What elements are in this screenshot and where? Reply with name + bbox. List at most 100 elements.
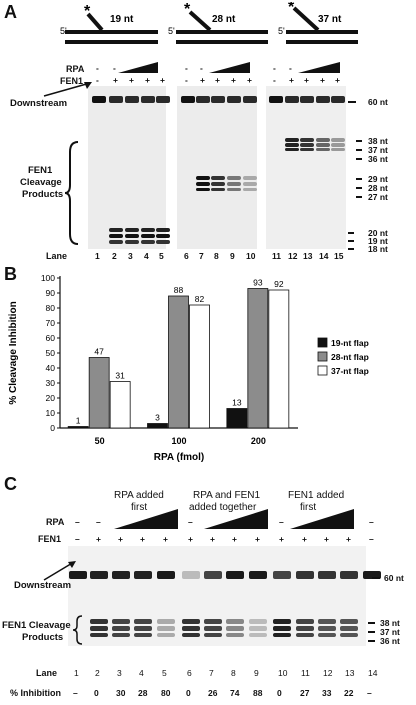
fen1-sign: +	[279, 534, 284, 544]
band-38nt	[273, 619, 291, 624]
band-27nt	[211, 188, 225, 191]
lane-number: 11	[301, 668, 310, 678]
downstream-arrow	[43, 82, 92, 97]
lane-number: 12	[323, 668, 333, 678]
band-36nt	[300, 148, 314, 151]
band-36nt	[90, 633, 108, 637]
band-28nt	[243, 182, 257, 186]
rpa-sign: -	[96, 63, 99, 73]
marker-label: 38 nt	[368, 136, 388, 146]
lane-number: 3	[117, 668, 122, 678]
y-tick-label: 80	[46, 303, 56, 313]
fen1-sign: +	[247, 75, 252, 85]
band-37nt	[331, 143, 345, 147]
bar-chart-b: 0 10 20 30 40 50 60 70 80 90 100 % Cleavage Inhibit…	[8, 273, 369, 463]
fen1-sign: +	[129, 75, 134, 85]
marker-tick	[348, 248, 354, 250]
fen1-sign: +	[200, 75, 205, 85]
marker-tick	[356, 158, 362, 160]
bar-19-nt-flap	[147, 423, 168, 429]
panel-a-letter: A	[4, 2, 17, 22]
fen1-sign: +	[118, 534, 123, 544]
band-37nt	[157, 626, 175, 631]
rpa-sign: -	[200, 63, 203, 73]
fen1-sign: +	[302, 534, 307, 544]
rpa-sign: -	[273, 63, 276, 73]
gel-a-28nt	[177, 86, 257, 249]
band-60nt	[316, 96, 330, 103]
marker-tick	[356, 149, 362, 151]
data-label: 93	[253, 278, 263, 288]
band-60nt	[300, 96, 314, 103]
fen1-sign: -	[185, 75, 188, 85]
label-star: *	[84, 3, 91, 20]
marker-tick	[368, 631, 375, 633]
marker-label: 29 nt	[368, 174, 388, 184]
band-29nt	[243, 176, 257, 180]
inhibition-value: –	[73, 688, 78, 698]
band-60nt	[141, 96, 155, 103]
lane-number: 9	[230, 251, 235, 261]
bar-28-nt-flap	[88, 357, 110, 429]
band-60nt	[156, 96, 170, 103]
band-36nt	[157, 633, 175, 637]
data-label: 31	[115, 371, 125, 381]
y-tick-label: 40	[46, 363, 56, 373]
substrate-label: 37 nt	[318, 14, 342, 25]
fen1-sign: +	[210, 534, 215, 544]
bar-19-nt-flap	[226, 408, 248, 429]
band-28nt	[196, 182, 210, 186]
rpa-sign: -	[185, 63, 188, 73]
band-38nt	[182, 619, 200, 624]
cleavage-label-line2: Cleavage	[20, 177, 62, 188]
band-38nt	[134, 619, 152, 624]
inhibition-value: 27	[300, 688, 310, 698]
band-38nt	[300, 138, 314, 142]
marker-tick	[368, 622, 375, 624]
band-37nt	[273, 626, 291, 631]
band-60nt	[363, 571, 381, 579]
fen1-sign: +	[96, 534, 101, 544]
band-60nt	[134, 571, 152, 579]
band-60nt	[249, 571, 267, 579]
band-60nt	[90, 571, 108, 579]
band-60nt	[285, 96, 299, 103]
fen1-sign: –	[369, 534, 374, 544]
rpa-sign: –	[279, 517, 284, 527]
band-60nt	[296, 571, 314, 579]
band-60nt	[196, 96, 210, 103]
cleavage-brace-c	[72, 615, 83, 645]
legend-label: 37-nt flap	[331, 366, 369, 376]
fen1-sign: +	[255, 534, 260, 544]
label-star: *	[288, 2, 295, 16]
band-36nt	[331, 148, 345, 151]
data-label: 3	[155, 413, 160, 423]
group-label-fen1-first-l2: first	[300, 502, 317, 513]
group-label-together-l2: added together	[189, 502, 257, 513]
band-27nt	[196, 188, 210, 191]
band-27nt	[243, 188, 257, 191]
band-37nt	[285, 143, 299, 147]
bar-28-nt-flap	[247, 288, 269, 429]
fen1-sign: -	[273, 75, 276, 85]
marker-tick	[356, 178, 362, 180]
fen1-sign: -	[96, 75, 99, 85]
rpa-sign: -	[113, 63, 116, 73]
band-60nt	[204, 571, 222, 579]
lane-number: 8	[214, 251, 219, 261]
band-37nt	[134, 626, 152, 631]
band-36nt	[273, 633, 291, 637]
five-prime-label: 5'	[60, 26, 67, 36]
marker-tick	[356, 196, 362, 198]
lane-number: 3	[128, 251, 133, 261]
lane-number: 13	[303, 251, 313, 261]
band-60nt	[340, 571, 358, 579]
band-19nt	[156, 234, 170, 238]
legend-swatch	[317, 337, 328, 348]
band-18nt	[141, 240, 155, 244]
band-60nt	[109, 96, 123, 103]
substrate-diagrams: * 19 nt 5' * 28 nt 5' * 37 nt 5'	[60, 2, 358, 44]
band-18nt	[125, 240, 139, 244]
downstream-label-c: Downstream	[14, 580, 72, 591]
band-29nt	[196, 176, 210, 180]
